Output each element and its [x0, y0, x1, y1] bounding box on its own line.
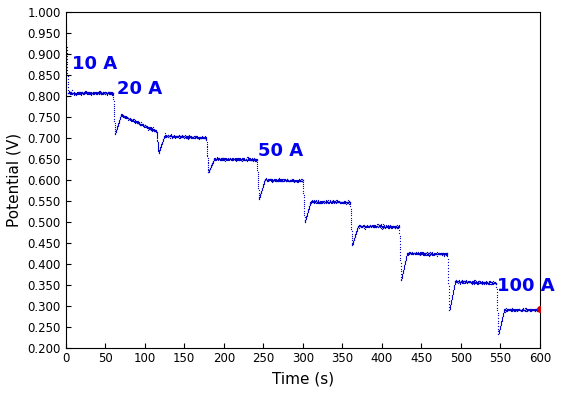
Y-axis label: Potential (V): Potential (V)	[7, 133, 22, 227]
Text: 100 A: 100 A	[497, 277, 555, 295]
Text: 20 A: 20 A	[117, 80, 162, 98]
Text: 10 A: 10 A	[72, 55, 117, 73]
Text: 50 A: 50 A	[258, 141, 303, 160]
X-axis label: Time (s): Time (s)	[272, 371, 334, 386]
